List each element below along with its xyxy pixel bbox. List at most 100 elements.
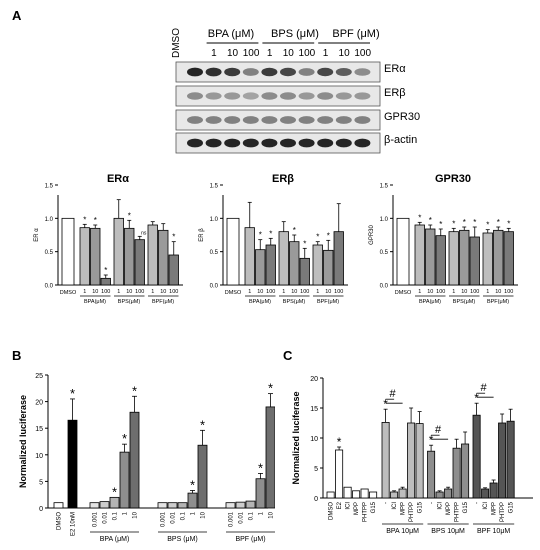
y-tick-label: 10: [35, 453, 43, 460]
bar: [134, 239, 145, 286]
bar: [469, 236, 480, 286]
bar: [67, 419, 78, 509]
x-tick-label: 10: [257, 289, 263, 295]
group-label: BPF (μM): [235, 536, 265, 543]
blot-band: [280, 138, 296, 148]
blot-strip: [175, 132, 381, 154]
bar: [265, 244, 276, 286]
bar: [265, 406, 275, 509]
bar: [225, 502, 236, 509]
x-tick-label: 100: [504, 289, 513, 295]
y-tick-label: 1.5: [210, 184, 219, 190]
x-tick-label: 100: [135, 289, 144, 295]
x-tick-label: 1: [191, 511, 197, 515]
x-tick-label: 1: [418, 289, 421, 295]
significance-mark: *: [293, 226, 296, 235]
x-tick-label: G15: [509, 501, 515, 513]
bar: [99, 501, 110, 509]
x-tick-label: 0.001: [161, 511, 167, 527]
x-tick-label: 0.01: [239, 511, 245, 523]
sig-symbol: #: [389, 388, 396, 400]
bar: [503, 231, 514, 286]
significance-mark: *: [83, 215, 86, 224]
group-label: BPA(μM): [84, 299, 106, 305]
blot-band: [298, 138, 315, 148]
significance-mark: *: [337, 435, 342, 449]
y-tick-label: 25: [35, 373, 43, 380]
x-tick-label: DMSO: [329, 502, 335, 520]
western-blot: 1 10 100 1 10 100 1 10 100: [175, 42, 381, 154]
x-tick-label: 100: [334, 289, 343, 295]
x-tick-label: PHTPP: [500, 502, 506, 522]
y-tick-label: 5: [39, 479, 43, 486]
x-tick-label: G15: [463, 501, 469, 513]
bar: [79, 227, 90, 286]
bar: [390, 491, 399, 499]
bar: [493, 229, 504, 286]
x-tick-label: MPP: [446, 502, 452, 515]
chart-title: ERα: [107, 173, 129, 185]
x-tick-label: ICI: [438, 502, 444, 510]
chart-title: GPR30: [435, 173, 471, 185]
y-tick-label: 1.5: [45, 184, 54, 190]
x-tick-label: 1: [486, 289, 489, 295]
significance-mark: *: [259, 231, 262, 240]
blot-band: [242, 116, 259, 124]
bar: [326, 491, 335, 499]
y-tick-label: 20: [310, 376, 318, 383]
blot-band: [187, 67, 203, 77]
bar: [226, 217, 240, 286]
x-tick-label: MPP: [401, 502, 407, 515]
bar: [109, 496, 120, 509]
x-tick-label: 100: [436, 289, 445, 295]
x-tick-label: 10: [461, 289, 467, 295]
blot-dose-label: 100: [299, 48, 316, 59]
bar: [197, 444, 208, 509]
x-tick-label: MPP: [354, 502, 360, 515]
blot-dose-label: 10: [283, 48, 295, 59]
significance-mark: *: [316, 233, 319, 242]
y-tick-label: 0.0: [210, 284, 219, 290]
bar: [177, 502, 188, 509]
blot-band: [335, 92, 352, 100]
chart-b: 0 5 10 15 20 25 Normalized luciferase DMSO * E2 1…: [18, 373, 275, 543]
blot-band: [354, 138, 371, 148]
band-label-bactin: β-actin: [384, 134, 418, 146]
significance-mark: *: [463, 218, 466, 227]
bar: [158, 229, 169, 286]
x-tick-label: 10: [126, 289, 132, 295]
bar: [53, 502, 64, 509]
x-tick-label: 0.01: [103, 511, 109, 523]
group-label: BPS(μM): [453, 299, 476, 305]
blot-group-bpf: BPF (μM): [332, 28, 380, 40]
bar: [335, 449, 344, 499]
group-label: BPF 10μM: [477, 528, 510, 535]
bar: [352, 490, 361, 499]
bar: [498, 422, 507, 499]
blot-band: [261, 138, 278, 148]
x-tick-label: 0.1: [181, 511, 187, 520]
significance-mark: *: [132, 383, 137, 398]
bar: [396, 217, 410, 286]
x-tick-label: 0.001: [93, 511, 99, 527]
significance-mark: *: [303, 239, 306, 248]
x-tick-label: 0.001: [229, 511, 235, 527]
blot-strip: [175, 109, 381, 131]
x-tick-label: 100: [101, 289, 110, 295]
x-tick-label: 0.1: [113, 511, 119, 520]
group-label: BPF(μM): [487, 299, 509, 305]
bar: [369, 491, 378, 499]
significance-mark: *: [429, 433, 434, 447]
bar: [157, 502, 168, 509]
bar: [168, 254, 179, 286]
y-tick-label: 15: [310, 406, 318, 413]
significance-mark: *: [452, 219, 455, 228]
y-tick-label: 1.0: [210, 217, 219, 223]
sig-symbol: #: [435, 424, 442, 436]
bar: [124, 227, 135, 286]
x-tick-label: 10: [291, 289, 297, 295]
bar: [89, 502, 100, 509]
blot-band: [335, 116, 352, 124]
x-tick-label: 10: [160, 289, 166, 295]
